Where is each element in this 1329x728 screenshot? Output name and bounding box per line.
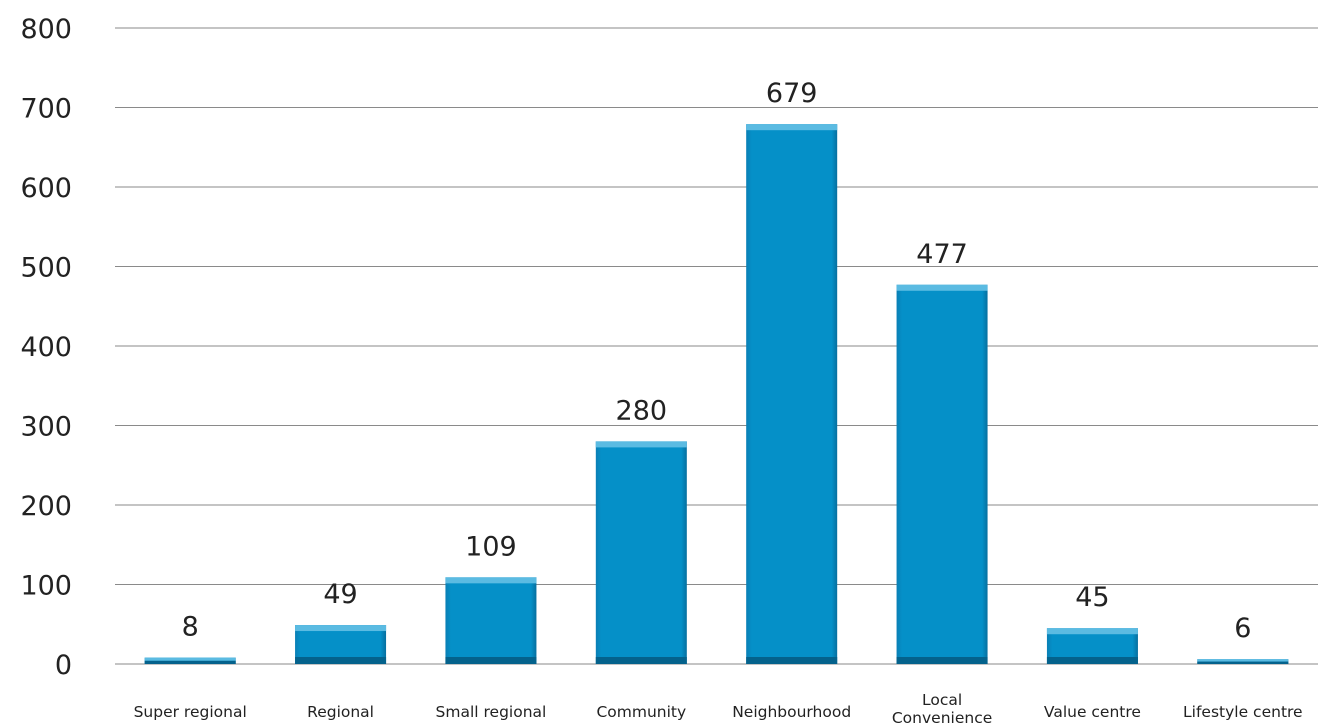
y-tick-label: 200 xyxy=(20,491,72,522)
bar-base xyxy=(295,657,387,664)
data-labels: 8 49 109 280 679 477 45 6 xyxy=(182,78,1252,644)
data-label: 280 xyxy=(616,395,668,426)
y-tick-label: 500 xyxy=(20,253,72,284)
x-tick-label: Lifestyle centre xyxy=(1183,703,1303,721)
x-tick-label: Community xyxy=(596,703,686,721)
bar-top xyxy=(1046,628,1138,635)
bar xyxy=(1197,659,1289,664)
bar xyxy=(595,441,687,664)
x-tick-line: Small regional xyxy=(436,703,547,721)
x-tick-label: Value centre xyxy=(1044,703,1141,721)
x-tick-label: Super regional xyxy=(134,703,247,721)
x-tick-line: Convenience xyxy=(892,709,992,727)
y-tick-label: 700 xyxy=(20,94,72,125)
y-tick-label: 600 xyxy=(20,173,72,204)
bar-base xyxy=(1046,657,1138,664)
data-label: 6 xyxy=(1234,613,1251,644)
x-tick-line: Super regional xyxy=(134,703,247,721)
bar-base xyxy=(1197,661,1289,664)
bar xyxy=(746,124,838,664)
bar-body xyxy=(746,124,838,664)
bar xyxy=(295,625,387,664)
data-label: 477 xyxy=(916,239,968,270)
x-tick-line: Neighbourhood xyxy=(732,703,851,721)
y-tick-label: 100 xyxy=(20,571,72,602)
bar-top xyxy=(595,441,687,448)
x-tick-label: Regional xyxy=(307,703,374,721)
bar-body xyxy=(595,441,687,664)
y-tick-label: 400 xyxy=(20,332,72,363)
bar-top xyxy=(1197,659,1289,662)
bar-base xyxy=(595,657,687,664)
x-tick-line: Local xyxy=(922,691,962,709)
x-axis-ticks: Super regional Regional Small regional Comm… xyxy=(134,691,1303,727)
bar-top xyxy=(445,577,537,584)
bar-base xyxy=(746,657,838,664)
y-tick-label: 800 xyxy=(20,14,72,45)
bar-body xyxy=(445,577,537,664)
bar-top xyxy=(746,124,838,131)
bar-base xyxy=(144,660,236,664)
bars xyxy=(144,124,1289,664)
y-tick-label: 0 xyxy=(55,650,72,681)
y-axis-ticks: 0 100 200 300 400 500 600 700 800 xyxy=(20,14,72,681)
x-tick-line: Value centre xyxy=(1044,703,1141,721)
x-tick-label: Neighbourhood xyxy=(732,703,851,721)
bar xyxy=(445,577,537,664)
data-label: 45 xyxy=(1075,582,1109,613)
bar xyxy=(896,284,988,664)
x-tick-line: Community xyxy=(596,703,686,721)
x-tick-line: Lifestyle centre xyxy=(1183,703,1303,721)
data-label: 49 xyxy=(323,579,357,610)
bar-top xyxy=(144,657,236,661)
x-tick-line: Regional xyxy=(307,703,374,721)
data-label: 109 xyxy=(465,531,517,562)
bar-top xyxy=(295,625,387,632)
bar-top xyxy=(896,284,988,291)
bar xyxy=(1046,628,1138,664)
bar-body xyxy=(896,284,988,664)
data-label: 8 xyxy=(182,612,199,643)
x-tick-label: Local Convenience xyxy=(892,691,992,727)
bar-base xyxy=(445,657,537,664)
x-tick-label: Small regional xyxy=(436,703,547,721)
bar xyxy=(144,657,236,664)
y-tick-label: 300 xyxy=(20,412,72,443)
gridlines xyxy=(115,27,1318,665)
bar-base xyxy=(896,657,988,664)
data-label: 679 xyxy=(766,78,818,109)
